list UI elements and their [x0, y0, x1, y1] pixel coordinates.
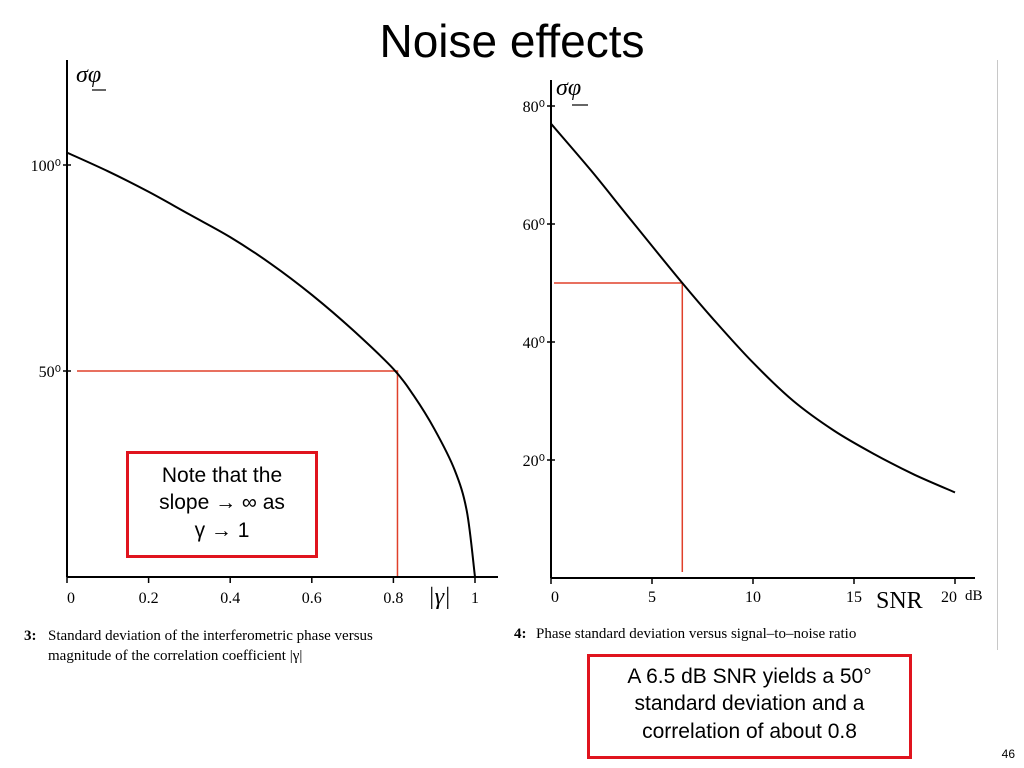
slide-title: Noise effects — [379, 15, 645, 67]
caption-number-right: 4: — [514, 626, 527, 642]
x-tick-label-left: 0.6 — [302, 590, 322, 607]
note-right-line-1: A 6.5 dB SNR yields a 50° — [627, 665, 872, 688]
y-tick-label-right: 80⁰ — [523, 99, 545, 116]
chart-right: 0 5 10 15 20 80⁰ 60⁰ 40⁰ 20⁰ σφ SNR dB 4: Phase… — [514, 75, 983, 642]
x-tick-label-left: 0.4 — [220, 590, 240, 607]
note-left-line-2: slope → ∞ as — [159, 491, 285, 515]
annotation-line-left — [77, 370, 399, 576]
xlabel-right: SNR — [876, 588, 923, 614]
x-tick-label-left: 0.2 — [139, 590, 159, 607]
caption-line-1-left: Standard deviation of the interferometri… — [48, 628, 373, 644]
y-tick-label-left: 100⁰ — [31, 158, 61, 175]
x-tick-label-left: 0.8 — [383, 590, 403, 607]
x-tick-label-right: 20 — [941, 589, 957, 606]
curve-right — [550, 123, 956, 494]
page-number: 46 — [1001, 747, 1015, 761]
note-right-line-2: standard deviation and a — [634, 692, 865, 716]
x-tick-label-right: 10 — [745, 589, 761, 606]
caption-line-2-left: magnitude of the correlation coefficient… — [48, 648, 302, 664]
x-tick-label-left: 1 — [471, 590, 479, 607]
x-unit-right: dB — [965, 588, 983, 604]
x-tick-label-right: 5 — [648, 589, 656, 606]
xlabel-left: |γ| — [428, 584, 451, 610]
frame-right-line — [997, 60, 998, 650]
note-box-right: A 6.5 dB SNR yields a 50° standard devia… — [587, 654, 912, 759]
ylabel-right: σφ — [556, 75, 581, 101]
annotation-line-right — [554, 282, 684, 572]
caption-line-1-right: Phase standard deviation versus signal–t… — [536, 626, 856, 642]
note-box-left: Note that the slope → ∞ as γ → 1 — [126, 451, 318, 558]
y-tick-label-right: 40⁰ — [523, 335, 545, 352]
x-tick-label-left: 0 — [67, 590, 75, 607]
y-tick-label-right: 60⁰ — [523, 217, 545, 234]
ylabel-left: σφ — [76, 62, 101, 88]
x-tick-label-right: 0 — [551, 589, 559, 606]
note-left-line-1: Note that the — [161, 464, 283, 487]
caption-number-left: 3: — [24, 628, 37, 644]
curve-left — [66, 151, 476, 578]
y-tick-label-left: 50⁰ — [39, 364, 61, 381]
x-tick-label-right: 15 — [846, 589, 862, 606]
y-tick-label-right: 20⁰ — [523, 453, 545, 470]
chart-left: 0 0.2 0.4 0.6 0.8 1 100⁰ 50⁰ σφ |γ| 3: Standar… — [24, 60, 498, 664]
note-right-line-3: correlation of about 0.8 — [642, 719, 857, 743]
note-left-line-3: γ → 1 — [194, 518, 250, 542]
